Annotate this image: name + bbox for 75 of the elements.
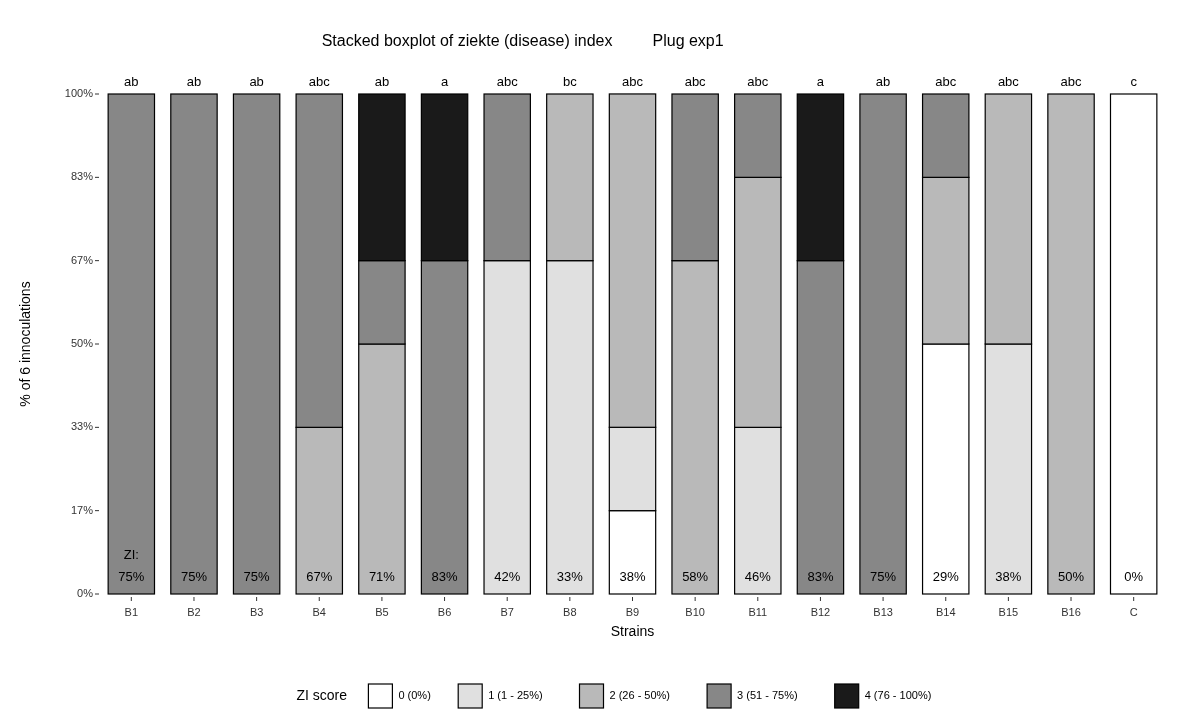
annotation: 38%	[619, 569, 646, 585]
x-tick-label: B12	[810, 606, 831, 618]
annotation: 75%	[118, 569, 145, 585]
x-tick-label: B6	[437, 606, 452, 618]
annotation: a	[816, 74, 825, 89]
annotation: abc	[747, 74, 769, 89]
annotation: ab	[249, 74, 264, 89]
x-tick-label: B5	[375, 606, 389, 618]
x-tick-label: B13	[873, 606, 893, 618]
x-tick-label: B10	[685, 606, 705, 618]
annotation: 38%	[995, 569, 1022, 585]
bar	[859, 93, 907, 595]
x-tick-label: B15	[998, 606, 1019, 618]
annotation: 67%	[306, 569, 333, 585]
legend-label: 4 (76 - 100%)	[864, 688, 932, 701]
bar	[107, 93, 156, 595]
annotation: c	[1130, 74, 1138, 89]
bar	[1109, 93, 1158, 595]
annotation: abc	[997, 74, 1020, 89]
annotation: 71%	[368, 569, 396, 585]
x-axis-title: Strains	[610, 623, 655, 639]
x-tick-label: B11	[748, 606, 768, 618]
y-tick-label: 67%	[70, 253, 94, 266]
annotation: ZI:	[123, 547, 139, 563]
chart-subtitle: Plug exp1	[652, 32, 724, 49]
legend-label: 2 (26 - 50%)	[609, 688, 671, 701]
annotation: ab	[875, 74, 891, 89]
annotation: bc	[562, 74, 578, 89]
y-tick-label: 0%	[77, 586, 94, 599]
annotation: 42%	[494, 569, 521, 585]
chart-title: Stacked boxplot of ziekte (disease) index	[321, 32, 613, 49]
annotation: abc	[496, 74, 519, 89]
y-tick-label: 33%	[70, 420, 94, 433]
legend-label: 3 (51 - 75%)	[737, 688, 798, 701]
x-tick-label: B7	[500, 606, 514, 618]
y-tick-label: 50%	[70, 336, 94, 349]
legend-title: ZI score	[296, 686, 348, 703]
annotation: 0%	[1124, 569, 1144, 585]
y-axis-title: % of 6 innoculations	[17, 281, 33, 407]
x-tick-label: B8	[563, 606, 577, 618]
bar	[232, 93, 281, 595]
x-tick-label: B4	[312, 606, 326, 618]
annotation: 33%	[556, 569, 584, 585]
annotation: 58%	[682, 569, 709, 585]
x-tick-label: B14	[935, 606, 956, 618]
annotation: abc	[308, 74, 331, 89]
annotation: abc	[935, 74, 957, 89]
legend-label: 1 (1 - 25%)	[488, 688, 543, 701]
annotation: ab	[186, 74, 202, 89]
y-tick-label: 17%	[70, 503, 94, 516]
annotation: abc	[1060, 74, 1083, 89]
y-tick-label: 100%	[64, 86, 94, 99]
x-tick-label: B16	[1061, 606, 1081, 618]
annotation: 75%	[870, 569, 897, 585]
x-tick-label: B2	[187, 606, 201, 618]
annotation: abc	[684, 74, 707, 89]
annotation: 75%	[180, 569, 208, 585]
y-tick-label: 83%	[70, 170, 94, 183]
annotation: a	[440, 74, 449, 89]
x-tick-label: B1	[124, 606, 139, 618]
x-tick-label: B9	[625, 606, 640, 618]
legend-label: 0 (0%)	[398, 688, 431, 701]
annotation: 83%	[431, 569, 458, 585]
x-tick-label: B3	[249, 606, 264, 618]
annotation: ab	[124, 74, 139, 89]
annotation: abc	[622, 74, 644, 89]
annotation: 75%	[243, 569, 271, 585]
bar	[1047, 93, 1095, 595]
x-tick-label: C	[1129, 606, 1138, 618]
annotation: ab	[374, 74, 390, 89]
annotation: 83%	[807, 569, 834, 585]
annotation: 46%	[744, 569, 772, 585]
annotation: 50%	[1058, 569, 1085, 585]
annotation: 29%	[932, 569, 960, 585]
bar	[170, 93, 218, 595]
